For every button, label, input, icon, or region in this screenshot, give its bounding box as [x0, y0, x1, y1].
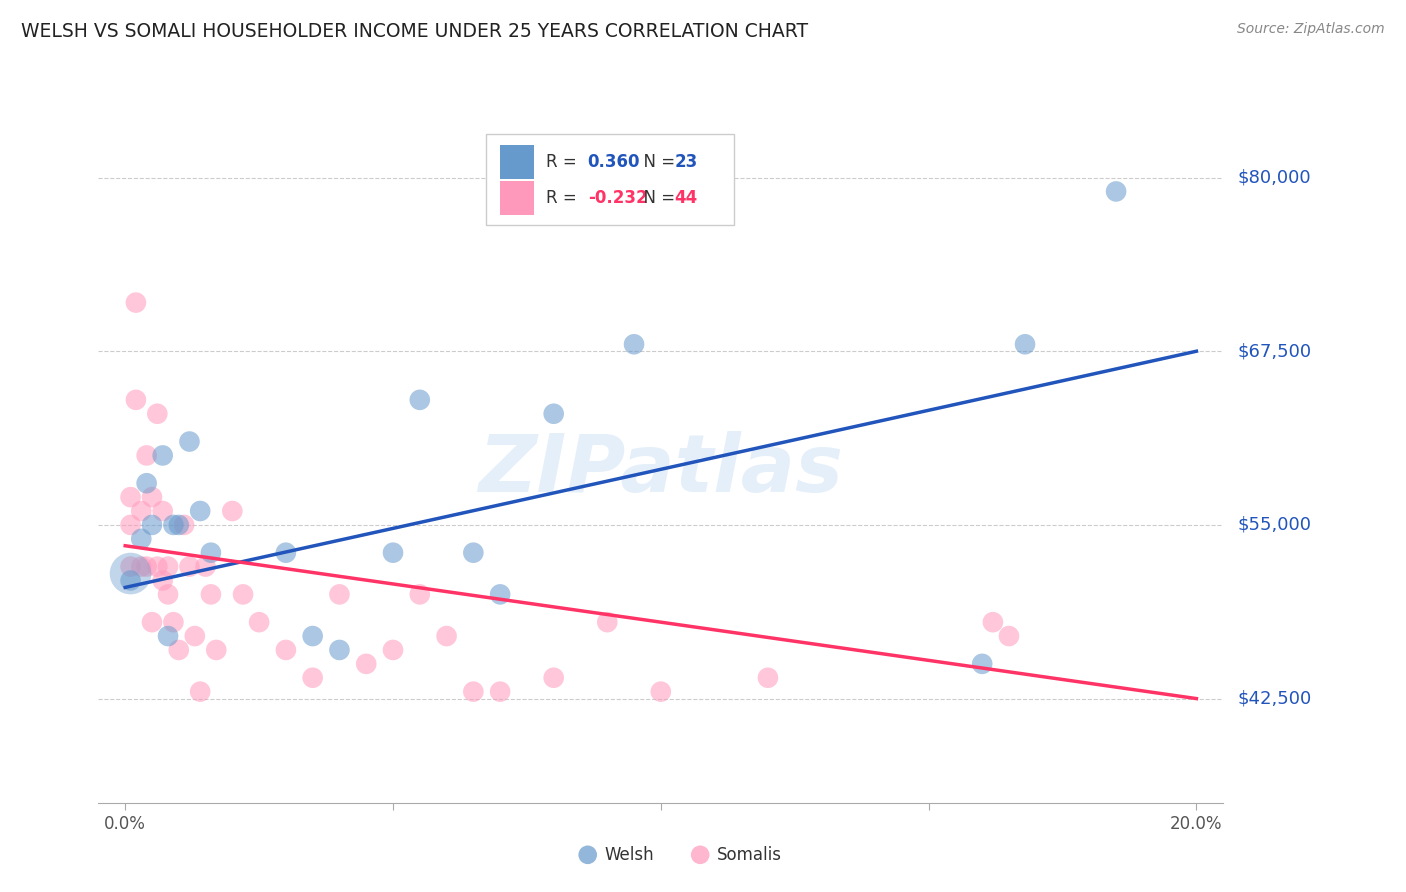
Text: Somalis: Somalis [717, 846, 782, 863]
Point [146, 407, 169, 421]
Point [179, 434, 201, 449]
Point [141, 517, 163, 532]
Point [162, 615, 184, 630]
Point [543, 407, 565, 421]
Point [489, 587, 512, 601]
Point [120, 574, 142, 588]
Point [141, 615, 163, 630]
Point [274, 643, 297, 657]
Point [162, 517, 184, 532]
Text: 23: 23 [675, 153, 697, 171]
Point [184, 629, 207, 643]
Point [623, 337, 645, 351]
Point [543, 671, 565, 685]
Point [1105, 185, 1128, 199]
Text: N =: N = [633, 153, 681, 171]
Point [232, 587, 254, 601]
Text: $42,500: $42,500 [1237, 690, 1312, 707]
Point [157, 559, 180, 574]
Point [200, 546, 222, 560]
Point [173, 517, 195, 532]
Point [972, 657, 994, 671]
Text: -0.232: -0.232 [588, 189, 647, 207]
Point [157, 629, 180, 643]
Text: R =: R = [546, 153, 588, 171]
Text: R =: R = [546, 189, 588, 207]
Point [141, 490, 163, 504]
Point [205, 643, 228, 657]
Text: $55,000: $55,000 [1237, 516, 1312, 534]
Point [152, 574, 174, 588]
Point [129, 532, 152, 546]
Point [129, 559, 152, 574]
Bar [486, 135, 734, 225]
Point [129, 504, 152, 518]
Text: $67,500: $67,500 [1237, 343, 1312, 360]
Point [167, 517, 190, 532]
Point [221, 504, 243, 518]
Point [328, 643, 350, 657]
Point [1014, 337, 1036, 351]
Text: 44: 44 [675, 189, 697, 207]
Text: Welsh: Welsh [605, 846, 654, 863]
Text: Source: ZipAtlas.com: Source: ZipAtlas.com [1237, 22, 1385, 37]
Point [596, 615, 619, 630]
Point [998, 629, 1021, 643]
Point [981, 615, 1004, 630]
Text: WELSH VS SOMALI HOUSEHOLDER INCOME UNDER 25 YEARS CORRELATION CHART: WELSH VS SOMALI HOUSEHOLDER INCOME UNDER… [21, 22, 808, 41]
Point [167, 643, 190, 657]
Point [125, 295, 148, 310]
Point [463, 546, 485, 560]
Point [120, 517, 142, 532]
Point [200, 587, 222, 601]
Text: ZIPatlas: ZIPatlas [478, 432, 844, 509]
Point [489, 684, 512, 698]
Point [152, 449, 174, 463]
Point [463, 684, 485, 698]
Point [157, 587, 180, 601]
Point [125, 392, 148, 407]
Point [301, 671, 323, 685]
Point [354, 657, 377, 671]
Point [135, 449, 157, 463]
Point [247, 615, 270, 630]
Point [328, 587, 350, 601]
Bar [501, 145, 534, 179]
Point [650, 684, 672, 698]
Point [409, 587, 432, 601]
Text: N =: N = [633, 189, 681, 207]
Point [756, 671, 779, 685]
Point [120, 559, 142, 574]
Point [120, 490, 142, 504]
Point [382, 643, 405, 657]
Bar [501, 181, 534, 215]
Point [152, 504, 174, 518]
Point [135, 476, 157, 491]
Point [301, 629, 323, 643]
Point [146, 559, 169, 574]
Text: 0.360: 0.360 [588, 153, 640, 171]
Point [194, 559, 217, 574]
Point [188, 684, 211, 698]
Point [436, 629, 458, 643]
Point [120, 566, 142, 581]
Point [179, 559, 201, 574]
Point [409, 392, 432, 407]
Point [274, 546, 297, 560]
Text: $80,000: $80,000 [1237, 169, 1310, 186]
Point [382, 546, 405, 560]
Point [135, 559, 157, 574]
Point [188, 504, 211, 518]
